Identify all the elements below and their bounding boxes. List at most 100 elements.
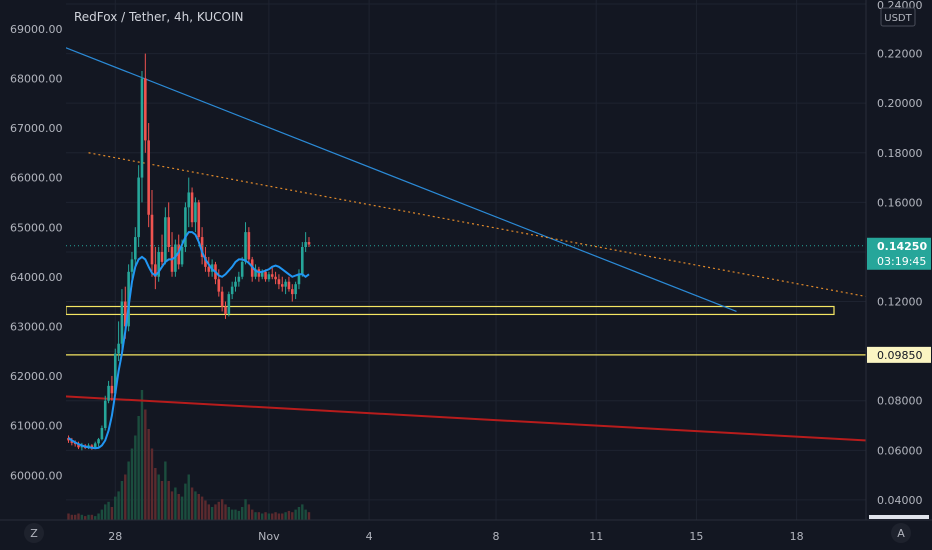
volume-bar <box>177 494 180 520</box>
left-axis-label: 60000.00 <box>10 469 63 482</box>
auto-scale-button[interactable]: A <box>891 523 911 543</box>
auto-scale-button-label: A <box>897 527 905 540</box>
volume-bar <box>197 494 200 520</box>
left-axis-label: 69000.00 <box>10 23 63 36</box>
volume-bar <box>114 496 117 520</box>
time-axis-label: 11 <box>589 530 603 543</box>
left-axis-label: 63000.00 <box>10 321 63 334</box>
volume-bar <box>150 448 154 520</box>
left-axis-label: 62000.00 <box>10 370 63 383</box>
volume-bar <box>264 512 267 520</box>
candle-body <box>103 400 107 429</box>
volume-bar <box>210 507 214 520</box>
volume-bar <box>147 429 150 520</box>
left-price-axis[interactable]: 69000.00 68000.00 67000.00 66000.00 65000.00… <box>10 23 63 483</box>
volume-bar <box>170 491 174 520</box>
right-axis-label: 0.22000 <box>877 48 923 61</box>
candle-body <box>130 259 134 272</box>
volume-bar <box>251 509 254 520</box>
volume-bar <box>117 491 120 520</box>
volume-bar <box>73 514 77 520</box>
candle-body <box>177 244 181 265</box>
candle-body <box>290 289 294 295</box>
volume-bar <box>294 509 297 520</box>
candle-body <box>154 264 157 277</box>
volume-bar <box>267 513 271 520</box>
volume-bar <box>281 513 284 520</box>
candle-body <box>110 385 114 394</box>
candle-body <box>157 251 160 277</box>
volume-bar <box>157 474 160 520</box>
time-axis[interactable]: 28 Nov 4 8 11 15 18 <box>108 530 803 543</box>
candle-body <box>174 244 177 272</box>
long-term-trendline <box>0 391 932 446</box>
volume-bar <box>80 514 84 520</box>
volume-bar <box>190 487 194 520</box>
candle-body <box>294 284 297 295</box>
descending-trendline <box>61 45 737 313</box>
volume-bar <box>110 507 114 520</box>
candle-body <box>137 177 140 238</box>
grid-lines <box>66 0 866 520</box>
candle-body <box>194 202 197 223</box>
candle-body <box>234 281 237 287</box>
candle-body <box>167 217 170 247</box>
volume-bar <box>214 504 217 520</box>
right-axis-label: 0.18000 <box>877 147 923 160</box>
volume-bar <box>77 513 80 520</box>
volume-bar <box>271 513 274 520</box>
candle-body <box>97 439 100 444</box>
volume-bar <box>100 509 104 520</box>
candle-body <box>123 301 127 327</box>
moving-average-line <box>67 231 310 450</box>
candle-body <box>100 428 104 440</box>
price-tags: 0.14250 03:19:45 0.09850 <box>867 237 931 519</box>
volume-bar <box>174 487 177 520</box>
volume-bar <box>107 501 110 520</box>
volume-bar <box>297 507 301 520</box>
candle-body <box>207 266 211 272</box>
volume-bar <box>307 512 311 520</box>
volume-bar <box>194 491 197 520</box>
candle-body <box>307 242 311 245</box>
candle-body <box>140 78 144 178</box>
candle-body <box>93 443 97 448</box>
volume-bar <box>137 416 140 520</box>
volume-bar <box>120 481 124 520</box>
volume-bar <box>274 512 277 520</box>
time-axis-panel <box>0 520 932 550</box>
currency-unit: USDT <box>884 13 912 24</box>
candle-body <box>230 286 234 295</box>
candle-body <box>220 291 224 307</box>
candle-body <box>280 284 284 287</box>
trendlines[interactable] <box>0 45 932 456</box>
volume-bar <box>234 509 237 520</box>
volume-bar <box>167 481 170 520</box>
volume-bar <box>247 504 251 520</box>
candle-body <box>197 202 201 238</box>
volume-bar <box>244 499 247 520</box>
candle-body <box>107 385 110 401</box>
candle-body <box>113 353 117 394</box>
candle-body <box>227 294 231 314</box>
chart-title: RedFox / Tether, 4h, KUCOIN <box>74 10 244 24</box>
candle-body <box>204 256 207 267</box>
candle-body <box>240 261 244 277</box>
volume-bar <box>94 516 97 520</box>
volume-bar <box>70 514 74 520</box>
volume-bar <box>160 481 164 520</box>
dotted-trendline <box>88 152 881 300</box>
countdown-timer: 03:19:45 <box>877 255 926 268</box>
volume-bar <box>184 483 187 520</box>
candle-body <box>264 271 267 280</box>
axis-bottom-marker <box>869 515 929 519</box>
candle-body <box>147 140 150 215</box>
currency-badge <box>880 7 916 27</box>
volume-bar <box>207 504 210 520</box>
candle-body <box>160 251 164 262</box>
candle-body <box>180 246 184 265</box>
zoom-button[interactable]: Z <box>24 523 44 543</box>
candle-body <box>254 269 257 277</box>
volume-bar <box>127 461 130 520</box>
